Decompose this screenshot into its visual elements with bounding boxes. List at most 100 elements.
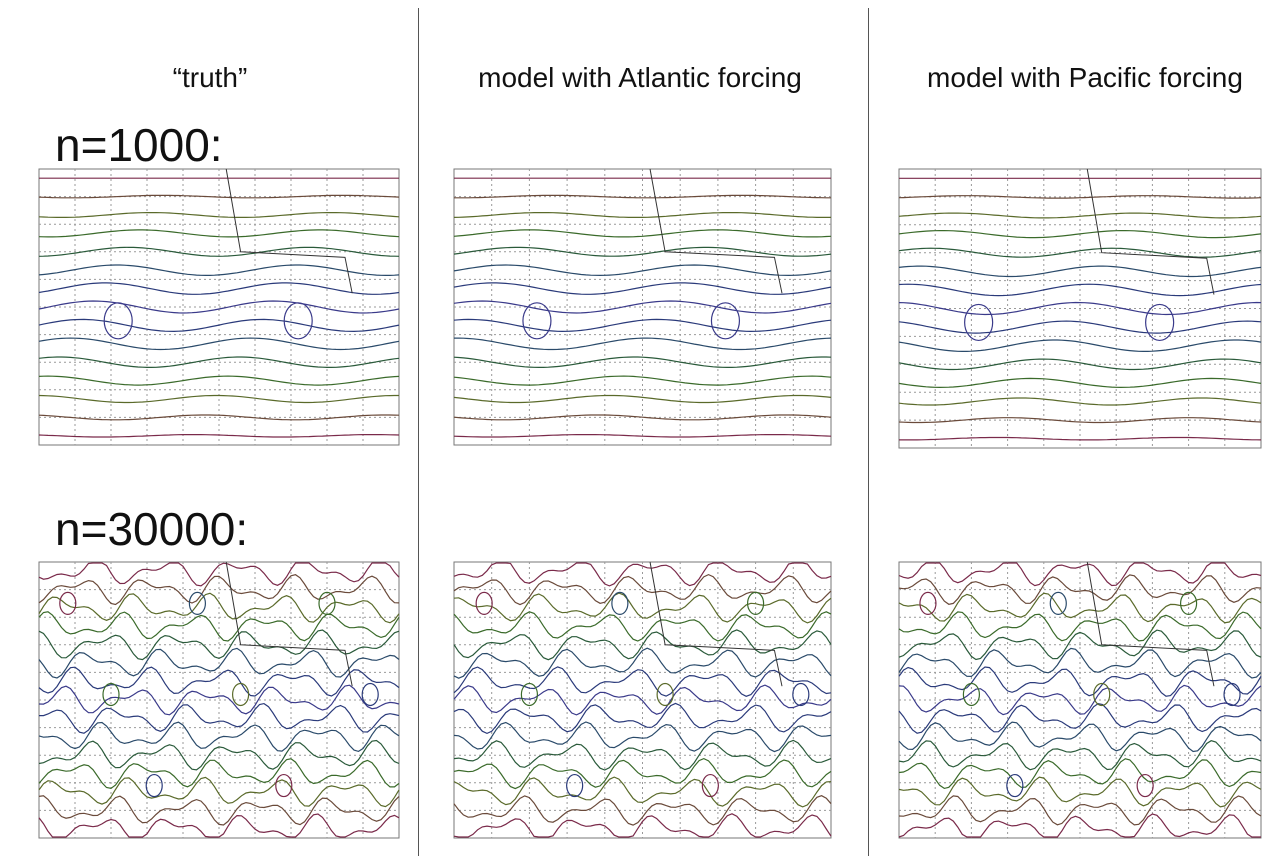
- contour-line: [898, 212, 1262, 219]
- contour-loop: [1180, 591, 1198, 616]
- row-label: n=1000:: [55, 119, 223, 171]
- contour-line: [898, 574, 1262, 605]
- contour-loop: [1145, 303, 1175, 342]
- contour-line: [453, 721, 832, 753]
- coastline: [649, 168, 783, 294]
- contour-line: [38, 776, 400, 808]
- contour-line: [898, 377, 1262, 389]
- contour-line: [453, 739, 832, 771]
- column-header: model with Pacific forcing: [927, 62, 1243, 93]
- contour-line: [38, 264, 400, 276]
- contour-line: [898, 629, 1262, 661]
- contour-loop: [283, 302, 313, 340]
- contour-line: [453, 375, 832, 386]
- contour-line: [898, 758, 1262, 790]
- contour-line: [38, 414, 400, 421]
- contour-line: [898, 417, 1262, 424]
- contour-plot: [38, 168, 400, 446]
- contour-plot: [38, 561, 400, 839]
- contour-line: [898, 702, 1262, 734]
- contour-line: [453, 666, 832, 697]
- contour-line: [38, 611, 400, 642]
- contour-line: [38, 721, 400, 753]
- contour-line: [898, 397, 1262, 406]
- contour-loop: [520, 682, 539, 707]
- contour-line: [453, 592, 832, 624]
- contour-line: [38, 434, 400, 438]
- contour-line: [453, 229, 832, 238]
- contour-loop: [1223, 682, 1241, 707]
- contour-line: [453, 300, 832, 314]
- contour-line: [38, 229, 400, 238]
- contour-loop: [747, 591, 765, 616]
- contour-line: [453, 813, 832, 838]
- contour-loop: [188, 591, 206, 616]
- contour-line: [453, 394, 832, 404]
- contour-loop: [1006, 773, 1024, 798]
- contour-line: [38, 574, 400, 606]
- coastline: [649, 561, 783, 687]
- contour-line: [453, 611, 832, 642]
- contour-line: [39, 702, 400, 734]
- contour-line: [898, 611, 1262, 642]
- contour-line: [38, 795, 400, 826]
- contour-loop: [1049, 591, 1067, 616]
- contour-line: [453, 246, 832, 257]
- contour-loop: [232, 682, 250, 707]
- contour-loop: [566, 773, 584, 798]
- contour-line: [453, 757, 832, 790]
- contour-loop: [656, 682, 674, 707]
- contour-line: [38, 592, 400, 624]
- contour-line: [38, 394, 399, 404]
- coastline: [1086, 561, 1215, 687]
- contour-line: [453, 776, 832, 808]
- contour-line: [38, 282, 400, 295]
- contour-line: [898, 230, 1262, 239]
- contour-loop: [964, 303, 994, 342]
- contour-loop: [962, 682, 981, 707]
- contour-line: [898, 740, 1262, 771]
- contour-line: [38, 300, 400, 314]
- contour-line: [38, 246, 400, 257]
- contour-line: [454, 194, 831, 199]
- contour-line: [453, 282, 832, 295]
- contour-line: [453, 702, 832, 735]
- contour-line: [898, 358, 1262, 371]
- contour-line: [38, 813, 400, 838]
- contour-line: [898, 776, 1262, 808]
- contour-line: [898, 647, 1262, 679]
- contour-line: [898, 721, 1262, 753]
- contour-line: [453, 647, 832, 679]
- contour-loop: [275, 773, 293, 798]
- contour-loop: [475, 591, 493, 616]
- contour-line: [453, 212, 831, 218]
- contour-line: [453, 318, 832, 333]
- contour-line: [898, 795, 1262, 826]
- contour-line: [453, 356, 832, 368]
- contour-line: [453, 573, 832, 606]
- contour-line: [898, 339, 1262, 352]
- contour-loop: [1093, 682, 1111, 707]
- contour-line: [38, 684, 400, 716]
- coastline: [225, 168, 353, 294]
- contour-line: [38, 194, 400, 199]
- contour-line: [898, 813, 1261, 838]
- contour-loop: [102, 682, 120, 707]
- contour-plot: [453, 561, 832, 839]
- contour-line: [38, 758, 400, 790]
- contour-plot: [898, 561, 1262, 839]
- contour-line: [453, 795, 832, 826]
- contour-line: [38, 562, 400, 587]
- contour-loop: [701, 773, 719, 798]
- contour-line: [453, 434, 832, 438]
- column-header: model with Atlantic forcing: [478, 62, 802, 93]
- contour-line: [898, 265, 1262, 278]
- contour-line: [453, 414, 832, 421]
- contour-line: [899, 436, 1262, 441]
- coastline: [1086, 168, 1215, 295]
- contour-line: [38, 647, 400, 679]
- contour-line: [38, 739, 400, 771]
- contour-line: [454, 337, 832, 351]
- row-label: n=30000:: [55, 503, 249, 555]
